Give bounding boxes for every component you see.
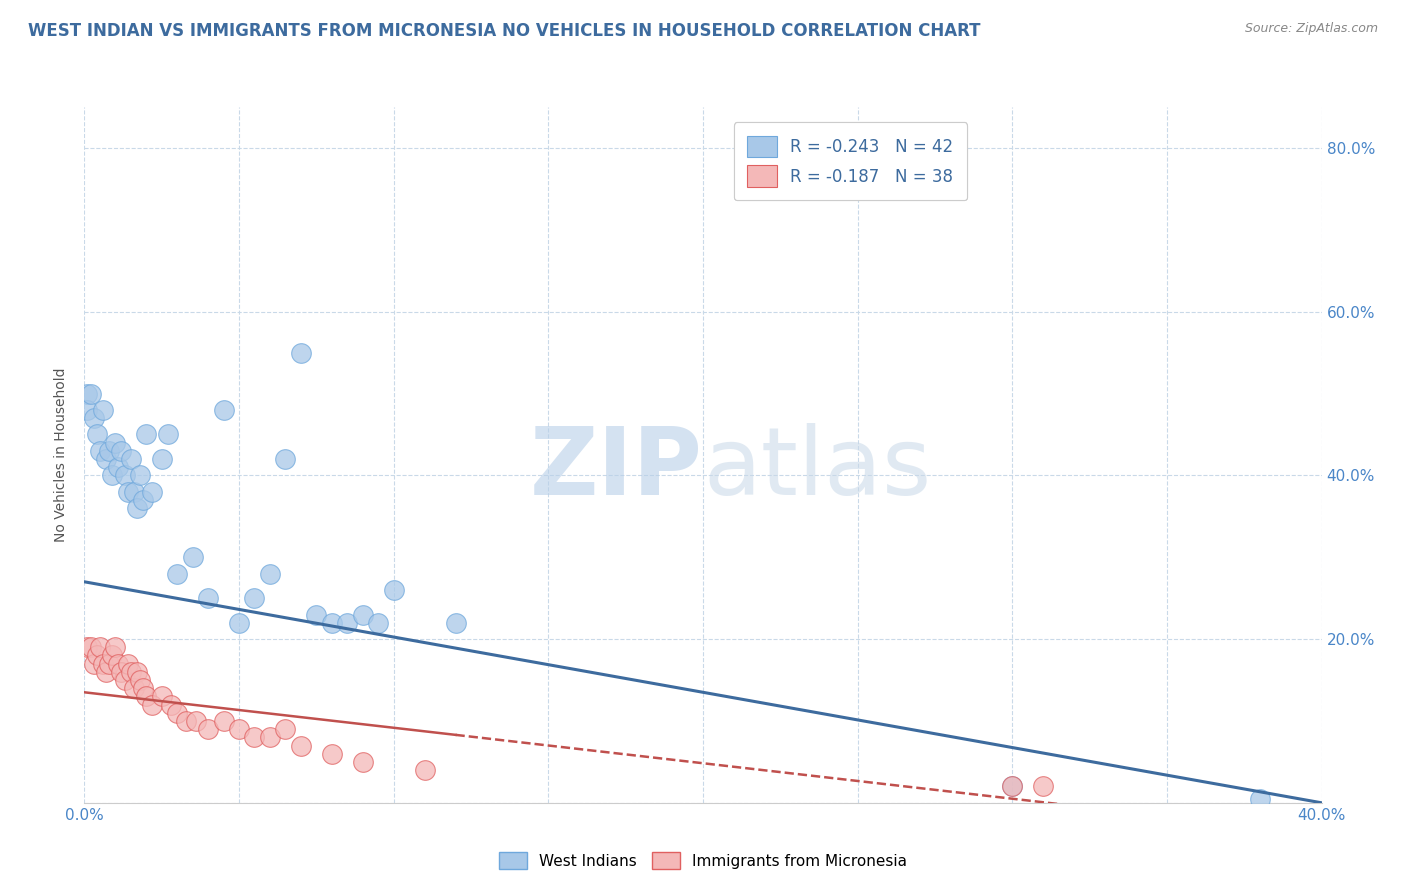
Point	[79, 386, 101, 401]
Point	[98, 443, 121, 458]
Point	[336, 615, 359, 630]
Point	[120, 452, 142, 467]
Point	[184, 714, 207, 728]
Point	[107, 460, 129, 475]
Point	[125, 665, 148, 679]
Point	[352, 607, 374, 622]
Point	[321, 615, 343, 630]
Point	[243, 591, 266, 606]
Point	[274, 722, 297, 736]
Point	[1001, 780, 1024, 794]
Point	[321, 747, 343, 761]
Point	[89, 640, 111, 655]
Point	[141, 484, 163, 499]
Legend: R = -0.243   N = 42, R = -0.187   N = 38: R = -0.243 N = 42, R = -0.187 N = 38	[734, 122, 967, 200]
Point	[290, 739, 312, 753]
Point	[150, 690, 173, 704]
Point	[1001, 780, 1024, 794]
Point	[83, 657, 105, 671]
Point	[352, 755, 374, 769]
Point	[290, 345, 312, 359]
Point	[76, 403, 98, 417]
Point	[197, 591, 219, 606]
Point	[104, 435, 127, 450]
Text: Source: ZipAtlas.com: Source: ZipAtlas.com	[1244, 22, 1378, 36]
Point	[110, 443, 132, 458]
Point	[150, 452, 173, 467]
Legend: West Indians, Immigrants from Micronesia: West Indians, Immigrants from Micronesia	[494, 846, 912, 875]
Point	[129, 468, 152, 483]
Point	[259, 566, 281, 581]
Point	[274, 452, 297, 467]
Point	[76, 386, 98, 401]
Point	[129, 673, 152, 687]
Point	[156, 427, 179, 442]
Point	[114, 673, 136, 687]
Point	[444, 615, 467, 630]
Point	[1032, 780, 1054, 794]
Point	[197, 722, 219, 736]
Point	[367, 615, 389, 630]
Point	[413, 763, 436, 777]
Point	[122, 681, 145, 696]
Point	[382, 582, 405, 597]
Text: ZIP: ZIP	[530, 423, 703, 515]
Point	[94, 665, 117, 679]
Point	[107, 657, 129, 671]
Y-axis label: No Vehicles in Household: No Vehicles in Household	[55, 368, 69, 542]
Point	[141, 698, 163, 712]
Point	[110, 665, 132, 679]
Point	[160, 698, 183, 712]
Point	[120, 665, 142, 679]
Point	[125, 501, 148, 516]
Point	[101, 468, 124, 483]
Point	[212, 403, 235, 417]
Point	[166, 706, 188, 720]
Point	[91, 403, 114, 417]
Point	[79, 640, 101, 655]
Point	[305, 607, 328, 622]
Point	[228, 615, 250, 630]
Point	[181, 550, 204, 565]
Text: atlas: atlas	[703, 423, 931, 515]
Point	[98, 657, 121, 671]
Point	[176, 714, 198, 728]
Point	[83, 411, 105, 425]
Point	[91, 657, 114, 671]
Point	[86, 427, 108, 442]
Point	[86, 648, 108, 663]
Point	[228, 722, 250, 736]
Point	[259, 731, 281, 745]
Point	[76, 640, 98, 655]
Point	[132, 681, 155, 696]
Text: WEST INDIAN VS IMMIGRANTS FROM MICRONESIA NO VEHICLES IN HOUSEHOLD CORRELATION C: WEST INDIAN VS IMMIGRANTS FROM MICRONESI…	[28, 22, 980, 40]
Point	[104, 640, 127, 655]
Point	[117, 657, 139, 671]
Point	[243, 731, 266, 745]
Point	[101, 648, 124, 663]
Point	[132, 492, 155, 507]
Point	[166, 566, 188, 581]
Point	[122, 484, 145, 499]
Point	[89, 443, 111, 458]
Point	[135, 427, 157, 442]
Point	[117, 484, 139, 499]
Point	[94, 452, 117, 467]
Point	[114, 468, 136, 483]
Point	[212, 714, 235, 728]
Point	[1249, 791, 1271, 805]
Point	[135, 690, 157, 704]
